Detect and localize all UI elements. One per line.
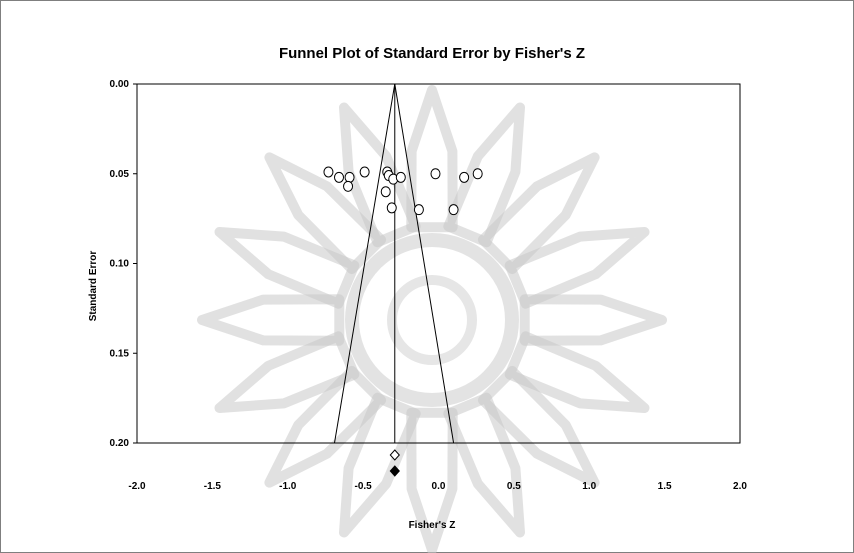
study-point (343, 180, 354, 192)
study-points (323, 166, 483, 216)
x-tick-label: -1.0 (279, 481, 297, 492)
y-axis-label: Standard Error (88, 251, 99, 322)
study-point (380, 186, 391, 198)
x-tick-label: 1.5 (658, 481, 672, 492)
chart-title: Funnel Plot of Standard Error by Fisher'… (279, 45, 585, 62)
study-point (430, 168, 441, 180)
study-point (472, 168, 483, 180)
study-point (448, 204, 459, 216)
watermark-petal (504, 227, 650, 309)
funnel-left-line (333, 83, 396, 444)
x-axis-ticks: -2.0 -1.5 -1.0 -0.5 0.0 0.5 1.0 1.5 2.0 (128, 481, 747, 492)
study-point (459, 171, 470, 183)
watermark-petal (197, 294, 345, 346)
y-tick-label: 0.15 (110, 348, 130, 359)
adjusted-estimate-diamond (389, 465, 400, 477)
study-point (323, 166, 334, 178)
plot-border (136, 83, 741, 444)
watermark-petal (339, 392, 421, 538)
x-tick-label: 0.5 (507, 481, 521, 492)
funnel-lines (333, 83, 455, 444)
watermark-core (387, 275, 477, 365)
x-axis-label: Fisher's Z (409, 520, 456, 531)
x-tick-label: 1.0 (582, 481, 596, 492)
watermark-petal (504, 331, 650, 413)
plot-area (136, 83, 741, 444)
study-point (344, 171, 355, 183)
study-point (334, 171, 345, 183)
watermark-petal (443, 392, 525, 538)
watermark-petal (443, 102, 525, 248)
study-point (359, 166, 370, 178)
watermark-petal (214, 331, 360, 413)
summary-markers (389, 449, 400, 477)
funnel-right-line (394, 83, 455, 444)
x-tick-label: 0.0 (432, 481, 446, 492)
observed-estimate-diamond (389, 449, 400, 461)
y-tick-label: 0.10 (110, 259, 130, 270)
study-point (413, 204, 424, 216)
x-tick-label: 2.0 (733, 481, 747, 492)
y-tick-label: 0.05 (110, 169, 130, 180)
y-tick-label: 0.00 (110, 79, 130, 90)
x-tick-label: -2.0 (128, 481, 146, 492)
y-tick-label: 0.20 (110, 438, 130, 449)
watermark-emblem (197, 85, 667, 553)
y-axis-ticks: 0.00 0.05 0.10 0.15 0.20 (110, 79, 137, 449)
study-point (395, 171, 406, 183)
watermark-ring (345, 233, 519, 407)
watermark-petal (519, 294, 667, 346)
watermark-petal (214, 227, 360, 309)
x-tick-label: -1.5 (204, 481, 222, 492)
x-tick-label: -0.5 (355, 481, 373, 492)
study-point (386, 202, 397, 214)
